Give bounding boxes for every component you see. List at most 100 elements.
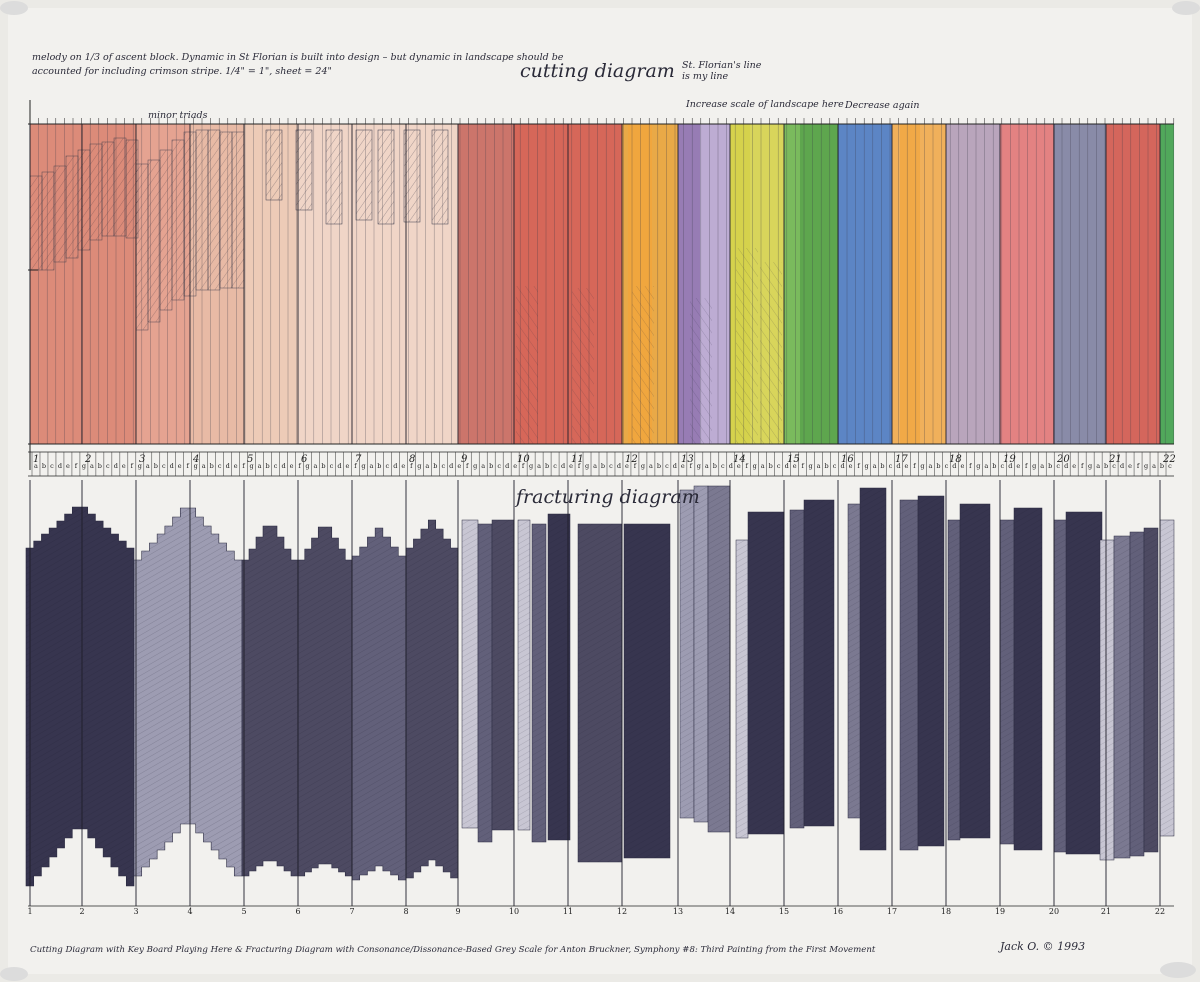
- note-letter: c: [1112, 462, 1116, 470]
- fracturing-diagram-title: fracturing diagram: [516, 486, 700, 508]
- bottom-measure-number-13: 13: [673, 907, 683, 916]
- bottom-measure-number-4: 4: [187, 907, 192, 916]
- note-letter: f: [801, 462, 804, 470]
- fracture-bar-texture-29: [1144, 528, 1158, 852]
- note-letter: c: [777, 462, 781, 470]
- cutting-diagram: [28, 100, 1175, 470]
- measure-number-12: 12: [625, 454, 638, 465]
- note-letter: c: [665, 462, 669, 470]
- note-letter: c: [497, 462, 501, 470]
- orange-strip-2: [900, 124, 920, 444]
- note-letter: b: [489, 462, 493, 470]
- hatched-block-1: [29, 175, 43, 271]
- note-letter: b: [713, 462, 717, 470]
- dark-diamond-1-texture: [26, 507, 134, 886]
- note-letter: d: [785, 462, 789, 470]
- note-letter: g: [417, 462, 421, 470]
- measure-number-16: 16: [841, 454, 854, 465]
- note-letter: a: [1096, 462, 1100, 470]
- note-letter: e: [625, 462, 629, 470]
- note-letter: f: [354, 462, 357, 470]
- hatched-block-17: [219, 131, 233, 289]
- cross-hatch-6: [760, 262, 782, 444]
- hatched-block-16: [207, 129, 221, 291]
- note-letter: b: [936, 462, 940, 470]
- hatched-block-7: [101, 141, 115, 237]
- note-letter: g: [585, 462, 589, 470]
- fracture-bar-texture-4: [518, 520, 530, 830]
- hatched-bar-7: [431, 129, 449, 225]
- note-letter: c: [106, 462, 110, 470]
- note-letter: d: [505, 462, 509, 470]
- note-letter: g: [697, 462, 701, 470]
- fracture-bar-texture-22: [1000, 520, 1014, 844]
- note-letter: c: [50, 462, 54, 470]
- note-letter: f: [913, 462, 916, 470]
- note-letter: b: [992, 462, 996, 470]
- note-letter: g: [1032, 462, 1036, 470]
- note-letter: f: [131, 462, 134, 470]
- fracture-bar-texture-18: [900, 500, 918, 850]
- note-letter: g: [976, 462, 980, 470]
- note-letter: a: [369, 462, 373, 470]
- bottom-measure-number-8: 8: [403, 907, 408, 916]
- minor-triads-note: minor triads: [148, 110, 208, 121]
- note-letter: g: [529, 462, 533, 470]
- note-letter: b: [880, 462, 884, 470]
- bottom-measure-number-11: 11: [563, 907, 573, 916]
- note-letter: c: [218, 462, 222, 470]
- hatched-bar-5: [377, 129, 395, 225]
- note-letter: f: [522, 462, 525, 470]
- note-letter: d: [114, 462, 118, 470]
- bottom-measure-number-19: 19: [995, 907, 1005, 916]
- measure-number-17: 17: [895, 454, 908, 465]
- measure-number-4: 4: [192, 454, 199, 465]
- note-letter: f: [1137, 462, 1140, 470]
- tape-bottom-right: [1160, 962, 1196, 978]
- note-letter: c: [386, 462, 390, 470]
- note-letter: g: [920, 462, 924, 470]
- note-letter: b: [1104, 462, 1108, 470]
- note-letter: b: [154, 462, 158, 470]
- note-letter: e: [290, 462, 294, 470]
- fracture-bar-texture-11: [708, 486, 730, 832]
- note-letter: e: [66, 462, 70, 470]
- bottom-measure-number-7: 7: [349, 907, 354, 916]
- note-letter: d: [561, 462, 565, 470]
- fracture-bar-texture-14: [790, 510, 804, 828]
- note-letter: e: [960, 462, 964, 470]
- note-letter: e: [681, 462, 685, 470]
- measure-number-18: 18: [949, 454, 962, 465]
- note-letter: b: [1160, 462, 1164, 470]
- measure-number-3: 3: [139, 454, 145, 465]
- cross-hatch-5: [736, 248, 758, 444]
- note-letter: d: [1064, 462, 1068, 470]
- color-zone-20: [1054, 124, 1106, 444]
- note-letter: a: [481, 462, 485, 470]
- note-letter: e: [905, 462, 909, 470]
- note-letter: g: [864, 462, 868, 470]
- hatched-bar-2: [295, 129, 313, 211]
- note-letter: a: [873, 462, 877, 470]
- fracture-bar-texture-12: [736, 540, 748, 838]
- note-letter: a: [649, 462, 653, 470]
- note-letter: c: [945, 462, 949, 470]
- measure-number-5: 5: [247, 454, 253, 465]
- tape-bottom-left: [0, 967, 28, 981]
- fracture-bar-texture-26: [1100, 540, 1114, 860]
- note-letter: c: [330, 462, 334, 470]
- bottom-measure-number-14: 14: [725, 907, 735, 916]
- note-letter: a: [1152, 462, 1156, 470]
- note-letter: a: [90, 462, 94, 470]
- cross-hatch-2: [572, 288, 594, 444]
- fracturing-diagram: [25, 480, 1175, 907]
- bottom-measure-number-10: 10: [509, 907, 519, 916]
- measure-number-19: 19: [1003, 454, 1016, 465]
- note-letter: d: [1120, 462, 1124, 470]
- note-letter: b: [769, 462, 773, 470]
- note-letter: d: [337, 462, 341, 470]
- bottom-measure-number-3: 3: [133, 907, 138, 916]
- note-letter: a: [1040, 462, 1044, 470]
- cutting-diagram-title: cutting diagram: [520, 60, 675, 82]
